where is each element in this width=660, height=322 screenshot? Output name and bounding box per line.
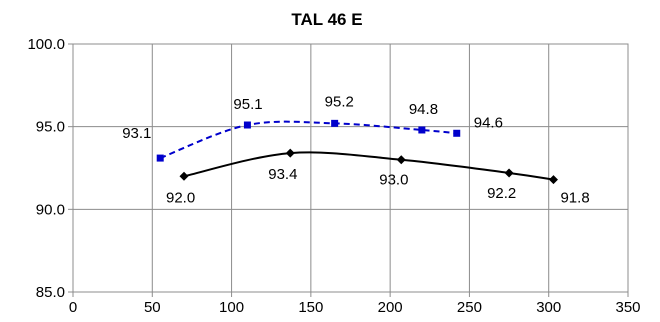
data-label: 91.8 [560,190,589,207]
chart-title: TAL 46 E [291,10,362,29]
data-label: 94.6 [474,114,503,131]
data-label: 95.2 [325,93,354,110]
data-point [331,119,339,127]
x-tick-label: 0 [69,299,77,316]
data-point [396,155,406,165]
x-tick-label: 250 [457,299,482,316]
series-1: 93.1 95.1 95.2 94.8 94.6 [122,93,503,162]
y-tick-label: 100.0 [27,36,65,53]
data-label: 95.1 [233,96,262,113]
y-tick-label: 95.0 [36,119,65,136]
data-point [418,126,426,134]
data-point [453,129,461,137]
data-label: 94.8 [409,101,438,118]
x-tick-label: 50 [144,299,161,316]
x-tick-label: 300 [536,299,561,316]
data-label: 92.2 [487,185,516,202]
data-label: 92.0 [166,189,195,206]
data-point [285,148,295,158]
y-axis-ticks: 85.0 90.0 95.0 100.0 [27,36,65,301]
x-tick-label: 200 [378,299,403,316]
data-point [243,121,251,129]
data-point [504,168,514,178]
x-axis-ticks: 0 50 100 150 200 250 300 350 [69,299,641,316]
y-tick-label: 90.0 [36,201,65,218]
grid-lines [68,43,629,297]
data-label: 93.0 [379,172,408,189]
x-tick-label: 100 [219,299,244,316]
x-tick-label: 150 [298,299,323,316]
y-tick-label: 85.0 [36,284,65,301]
series-2: 92.0 93.4 93.0 92.2 91.8 [166,148,590,207]
data-label: 93.1 [122,125,151,142]
data-point [548,175,558,185]
data-label: 93.4 [268,166,297,183]
x-tick-label: 350 [615,299,640,316]
plot-area [72,43,629,293]
series-group: 93.1 95.1 95.2 94.8 94.6 92.0 93.4 93.0 92.2 91.8 [122,93,589,206]
data-point [156,154,164,162]
data-point [179,171,189,181]
series-line [183,151,554,181]
